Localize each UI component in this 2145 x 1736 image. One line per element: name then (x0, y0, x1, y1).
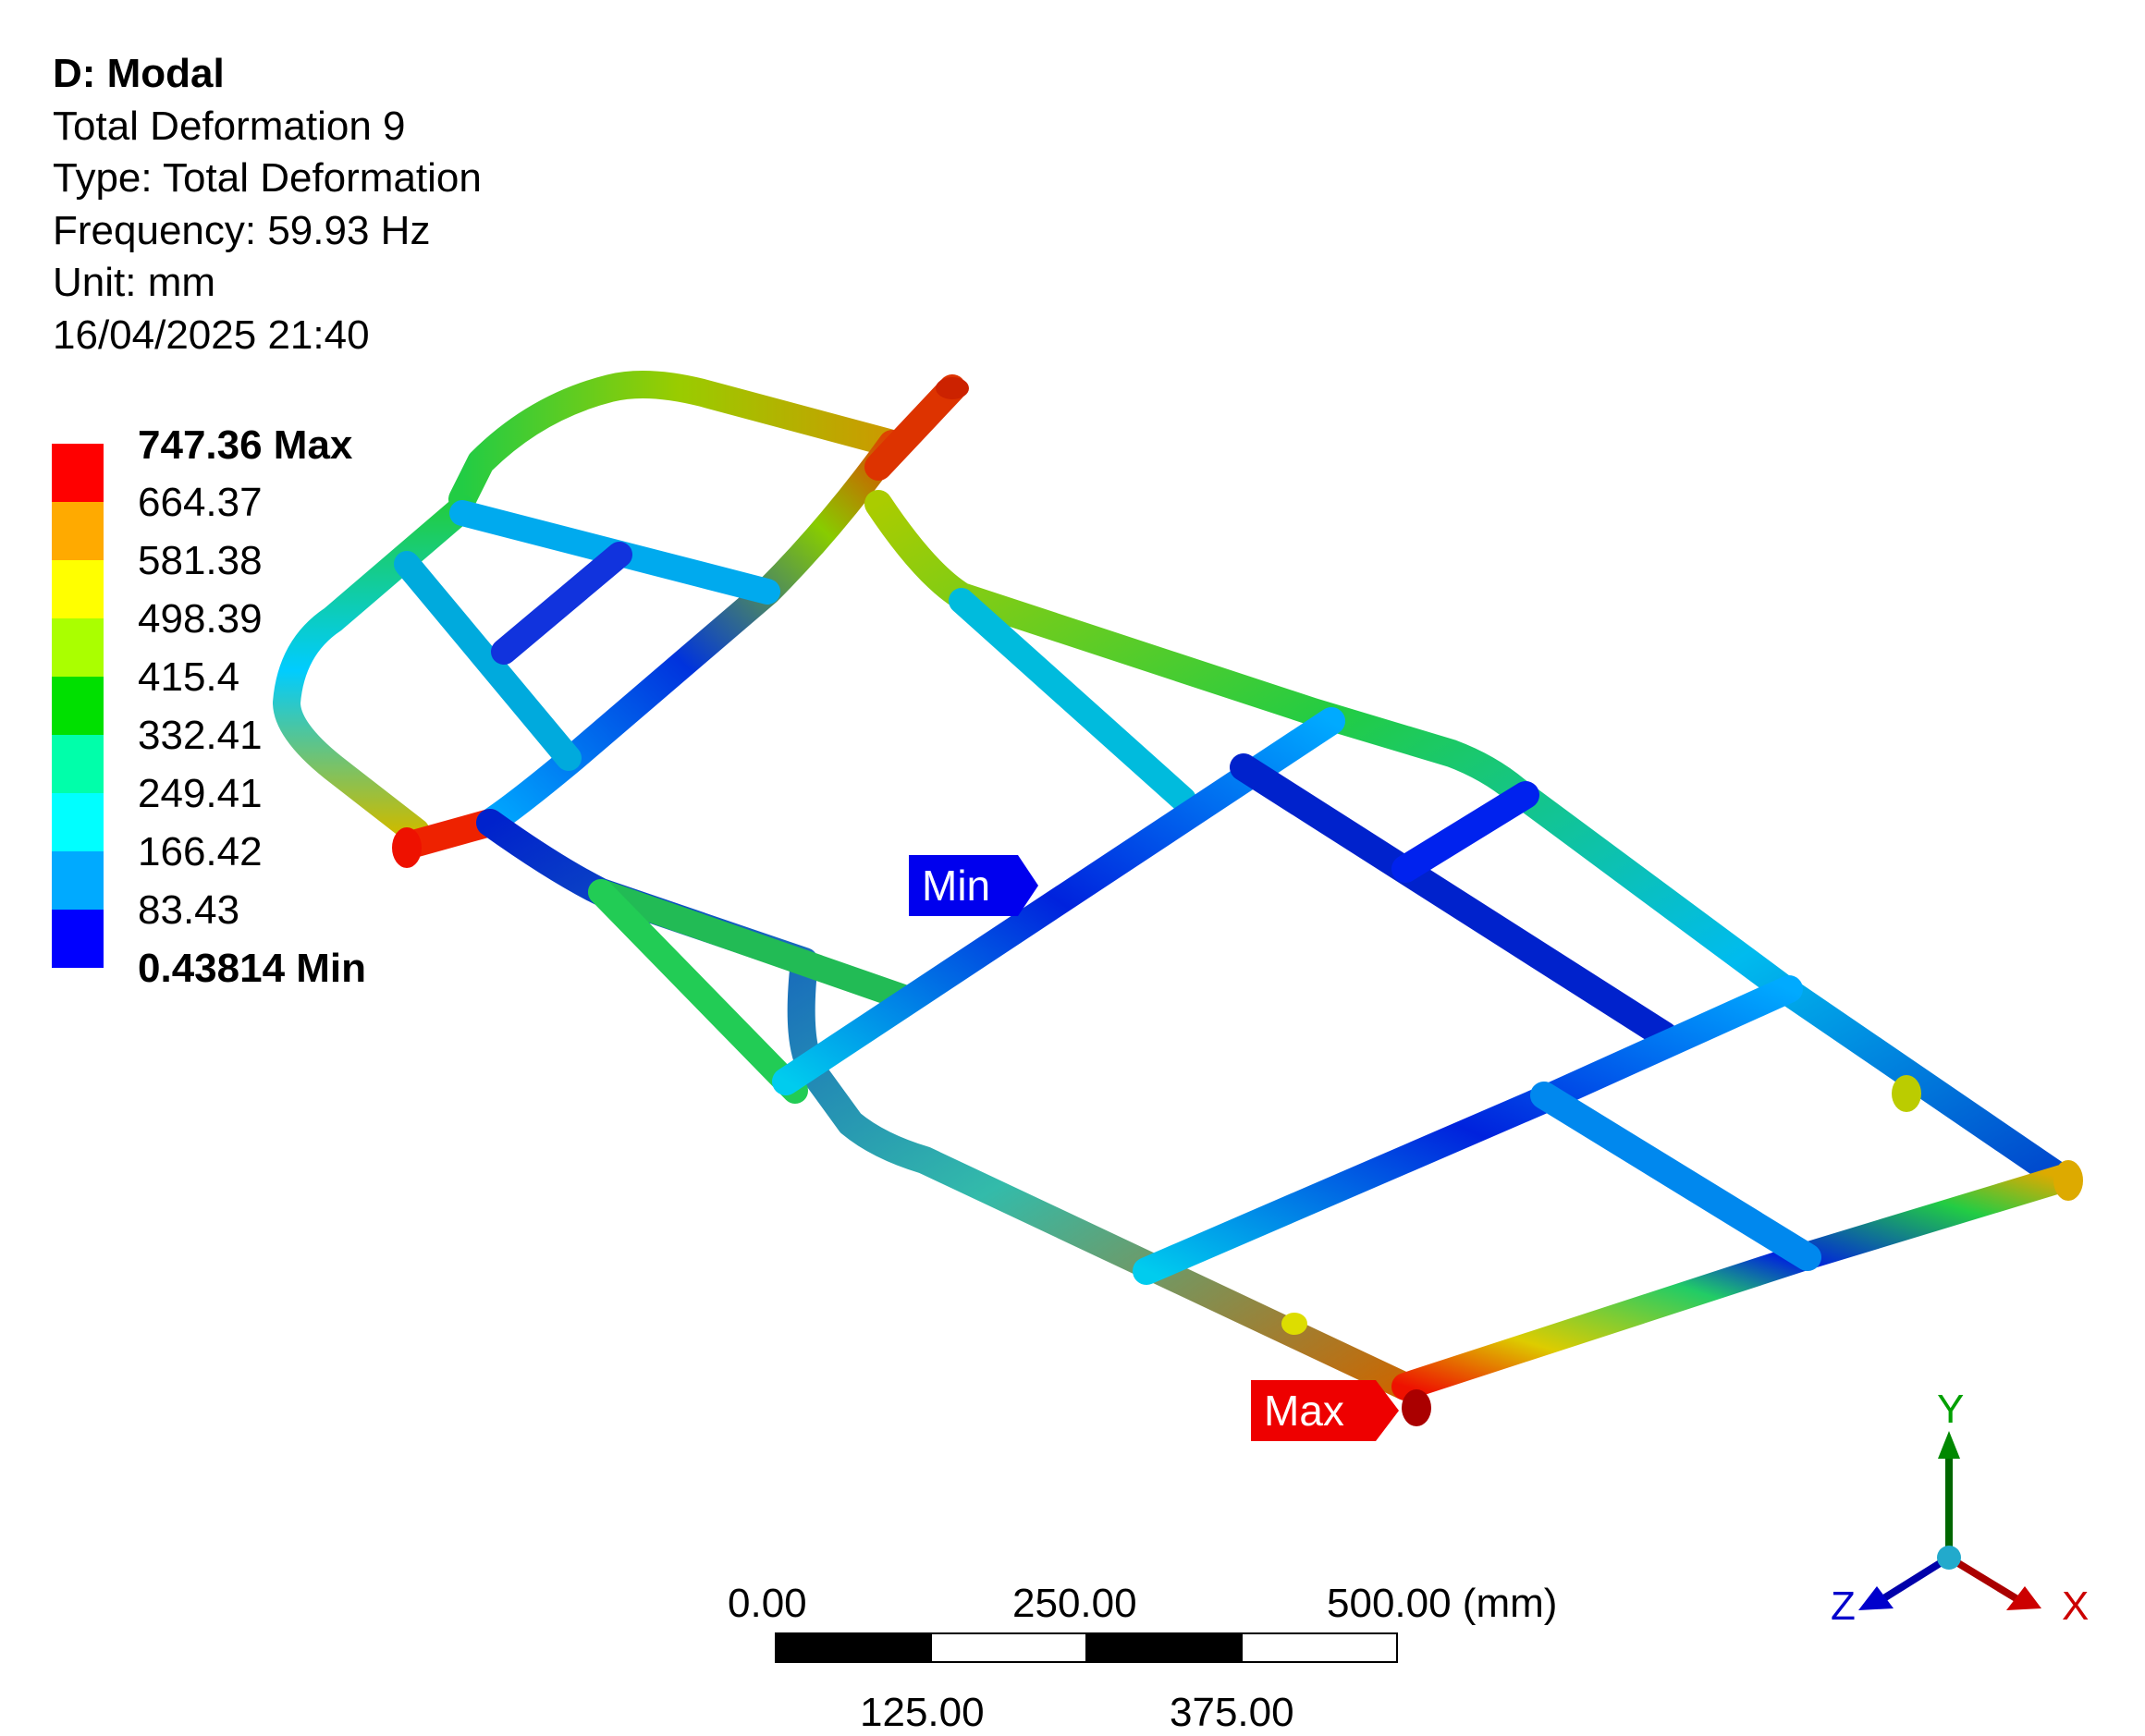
tube-left-upper (273, 495, 476, 846)
legend-label: 166.42 (138, 829, 263, 874)
tube-side-diag (949, 588, 1196, 813)
tube-roll-main (476, 430, 906, 837)
tube-upper-diag-1 (394, 551, 582, 771)
min-probe-label[interactable]: Min (909, 855, 1038, 916)
max-probe-text: Max (1264, 1387, 1344, 1435)
legend-swatch (52, 560, 104, 618)
legend-max-label: 747.36 Max (138, 422, 353, 468)
tube-end-left (392, 827, 422, 868)
scale-segment (775, 1632, 932, 1663)
tube-peg-right (1892, 1075, 1921, 1112)
scale-label-500: 500.00 (mm) (1327, 1581, 1558, 1626)
legend-label: 332.41 (138, 713, 263, 758)
tube-top-rear (448, 371, 906, 513)
legend-swatch (52, 618, 104, 677)
tube-end-max (1402, 1389, 1431, 1426)
tube-end-rollstub (936, 377, 969, 399)
triad-z-label: Z (1831, 1583, 1856, 1629)
scale-segment (930, 1632, 1087, 1663)
result-timestamp: 16/04/2025 21:40 (53, 312, 370, 358)
legend-swatch (52, 793, 104, 851)
scale-segment (1085, 1632, 1243, 1663)
legend-swatch (52, 677, 104, 735)
result-unit: Unit: mm (53, 260, 215, 305)
chassis-tubes (273, 371, 2083, 1426)
scale-segment (1241, 1632, 1398, 1663)
tube-end-front-right (2053, 1160, 2083, 1201)
legend-label: 83.43 (138, 887, 240, 933)
triad-origin-icon (1937, 1546, 1961, 1570)
coordinate-triad[interactable] (1812, 1424, 2071, 1636)
triad-x-arrow-icon (2006, 1586, 2041, 1610)
min-probe-text: Min (922, 862, 991, 910)
tube-lower-diag (588, 879, 808, 1104)
triad-x-label: X (2062, 1583, 2090, 1629)
legend-swatch (52, 735, 104, 793)
max-probe-label[interactable]: Max (1251, 1380, 1399, 1441)
legend-swatch (52, 851, 104, 910)
triad-y-label: Y (1937, 1387, 1965, 1432)
tube-side-upper (864, 490, 2076, 1192)
triad-x-axis (1946, 1554, 2020, 1603)
result-header: D: Modal Total Deformation 9 Type: Total… (53, 48, 482, 361)
scale-label-0: 0.00 (728, 1581, 807, 1626)
legend-label: 664.37 (138, 480, 263, 525)
tube-peg-front (1281, 1313, 1307, 1335)
legend-swatch (52, 502, 104, 560)
legend-swatch (52, 444, 104, 502)
result-frequency: Frequency: 59.93 Hz (53, 207, 431, 253)
legend-label: 498.39 (138, 596, 263, 642)
result-type: Type: Total Deformation (53, 155, 482, 201)
legend-label: 249.41 (138, 771, 263, 816)
tube-upper-diag-2 (491, 542, 632, 665)
max-probe-flag (1251, 1380, 1399, 1441)
tube-front-cross-2 (1530, 1082, 1821, 1271)
triad-z-axis (1880, 1554, 1952, 1603)
triad-y-arrow-icon (1938, 1431, 1960, 1459)
legend-min-label: 0.43814 Min (138, 946, 367, 991)
scale-label-125: 125.00 (860, 1690, 985, 1735)
legend-swatch (52, 910, 104, 968)
legend-label: 581.38 (138, 538, 263, 583)
result-name: Total Deformation 9 (53, 103, 406, 149)
tube-front-cross-1 (1133, 975, 1803, 1285)
tube-mid-cross-2 (1230, 753, 1678, 1049)
tube-lower-left (476, 809, 1419, 1400)
tube-roll-stub (864, 374, 966, 481)
min-probe-flag (909, 855, 1038, 916)
triad-z-arrow-icon (1858, 1586, 1894, 1610)
tube-lower-brace (588, 879, 919, 1011)
analysis-title: D: Modal (53, 51, 225, 96)
tube-mid-cross-3 (1391, 781, 1539, 883)
scale-label-375: 375.00 (1170, 1690, 1294, 1735)
legend-label: 415.4 (138, 654, 240, 700)
scale-label-250: 250.00 (1012, 1581, 1137, 1626)
min-probe-shape (909, 855, 1038, 916)
max-probe-shape (1251, 1380, 1399, 1441)
